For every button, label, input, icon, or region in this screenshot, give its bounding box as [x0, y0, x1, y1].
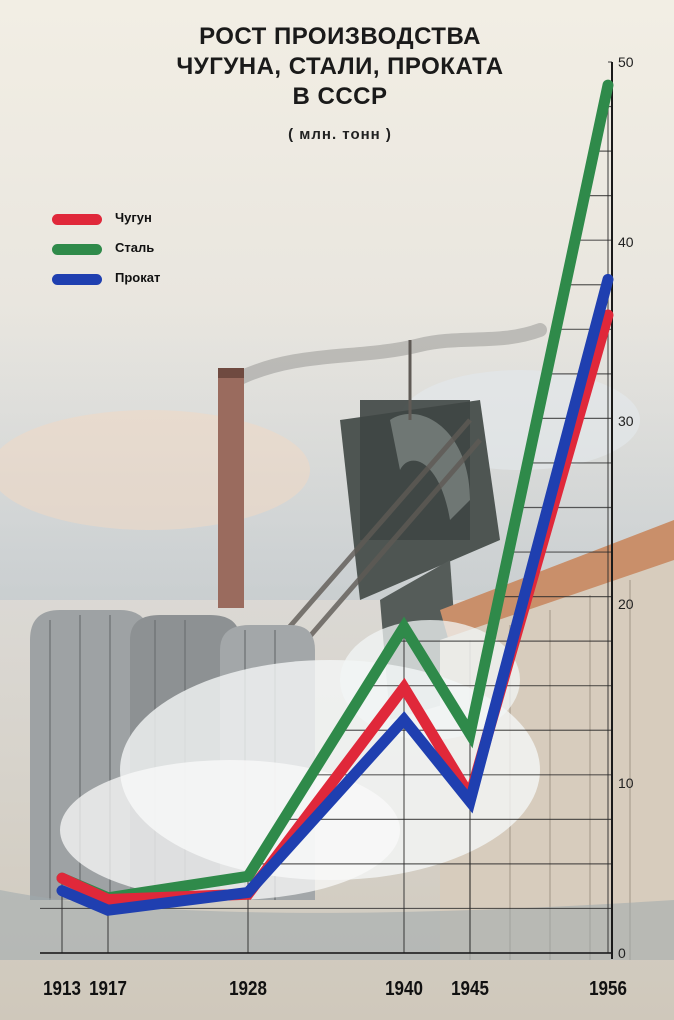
chart-title-line-2: ЧУГУНА, СТАЛИ, ПРОКАТА: [176, 53, 504, 80]
chart-unit-label: ( млн. тонн ): [288, 126, 392, 143]
y-tick-label: 0: [618, 945, 626, 961]
x-tick-label: 1917: [89, 978, 127, 1000]
chart-legend: Чугун Сталь Прокат: [52, 208, 192, 298]
chart-title: РОСТ ПРОИЗВОДСТВА ЧУГУНА, СТАЛИ, ПРОКАТА…: [120, 22, 560, 112]
x-tick-label: 1945: [451, 978, 489, 1000]
x-tick-label: 1940: [385, 978, 423, 1000]
chart-title-line-3: В СССР: [292, 83, 388, 110]
legend-swatch-steel: [52, 244, 102, 255]
legend-swatch-pig-iron: [52, 214, 102, 225]
chart-title-line-1: РОСТ ПРОИЗВОДСТВА: [199, 23, 481, 50]
chart-series: [56, 79, 614, 916]
legend-item-rolled-steel: Прокат: [52, 268, 192, 298]
x-tick-label: 1928: [229, 978, 267, 1000]
legend-swatch-rolled-steel: [52, 274, 102, 285]
legend-label-pig-iron: Чугун: [115, 210, 152, 225]
legend-item-steel: Сталь: [52, 238, 192, 268]
y-tick-label: 30: [618, 413, 634, 429]
legend-label-steel: Сталь: [115, 240, 155, 255]
legend-label-rolled-steel: Прокат: [115, 270, 161, 285]
x-tick-label: 1913: [43, 978, 81, 1000]
y-tick-label: 40: [618, 234, 634, 250]
series-line-rolled-steel: [56, 273, 614, 916]
x-tick-label: 1956: [589, 978, 627, 1000]
y-tick-label: 50: [618, 54, 634, 70]
legend-item-pig-iron: Чугун: [52, 208, 192, 238]
chart-grid: [40, 61, 613, 959]
y-tick-label: 10: [618, 775, 634, 791]
y-tick-label: 20: [618, 596, 634, 612]
